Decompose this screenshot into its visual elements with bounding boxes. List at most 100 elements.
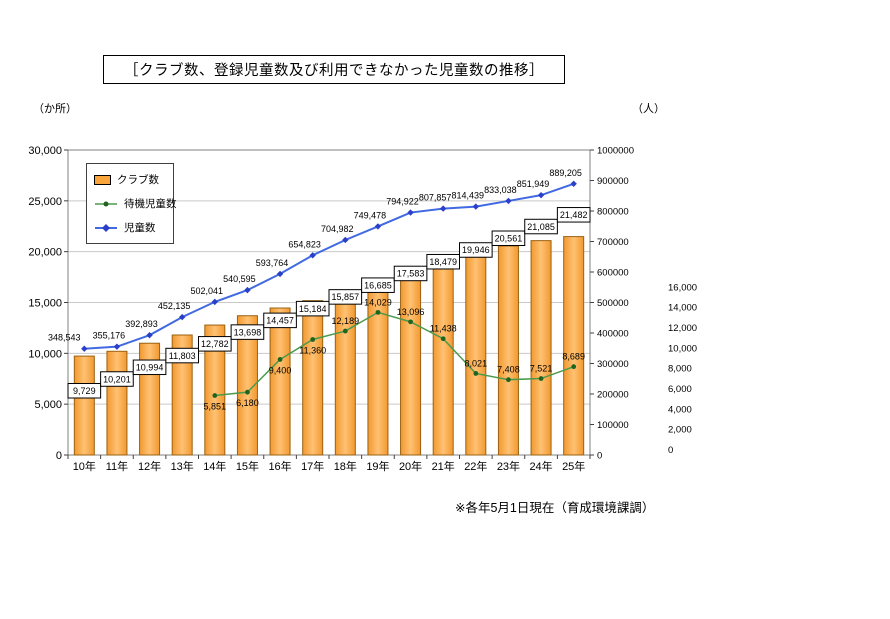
svg-text:14,029: 14,029 (364, 297, 392, 307)
svg-text:17年: 17年 (301, 459, 324, 473)
svg-text:25,000: 25,000 (28, 196, 62, 208)
legend-item-clubs: クラブ数 (94, 172, 166, 187)
svg-text:16,000: 16,000 (668, 282, 697, 293)
chart-title: ［クラブ数、登録児童数及び利用できなかった児童数の推移］ (103, 55, 565, 84)
svg-text:540,595: 540,595 (223, 274, 256, 284)
svg-text:22年: 22年 (464, 459, 487, 473)
svg-text:10年: 10年 (73, 459, 96, 473)
svg-text:16,685: 16,685 (364, 280, 392, 290)
svg-text:20,561: 20,561 (495, 234, 523, 244)
svg-text:18年: 18年 (334, 459, 357, 473)
svg-text:21,482: 21,482 (560, 210, 588, 220)
svg-text:700000: 700000 (597, 237, 629, 248)
svg-text:8,021: 8,021 (465, 358, 488, 368)
svg-text:14,457: 14,457 (266, 316, 294, 326)
svg-text:392,893: 392,893 (125, 319, 158, 329)
svg-text:13年: 13年 (171, 459, 194, 473)
svg-text:10,201: 10,201 (103, 374, 131, 384)
legend-label-children: 児童数 (124, 222, 156, 234)
svg-text:8,000: 8,000 (668, 364, 692, 375)
svg-text:10,000: 10,000 (668, 343, 697, 354)
svg-text:15,000: 15,000 (28, 298, 62, 310)
bar-swatch-icon (94, 174, 111, 185)
svg-text:833,038: 833,038 (484, 185, 517, 195)
svg-text:8,689: 8,689 (562, 352, 585, 362)
svg-text:15,184: 15,184 (299, 304, 327, 314)
svg-text:500000: 500000 (597, 298, 629, 309)
svg-text:11,803: 11,803 (169, 351, 196, 361)
svg-text:7,408: 7,408 (497, 365, 520, 375)
svg-text:17,583: 17,583 (397, 269, 425, 279)
svg-text:15,857: 15,857 (332, 292, 360, 302)
svg-text:0: 0 (56, 450, 62, 462)
svg-text:794,922: 794,922 (386, 197, 419, 207)
left-axis-unit-label: （か所） (33, 103, 77, 115)
svg-text:814,439: 814,439 (452, 191, 485, 201)
svg-text:654,823: 654,823 (288, 239, 321, 249)
footnote: ※各年5月1日現在（育成環境課調） (455, 501, 655, 515)
svg-text:12,782: 12,782 (201, 339, 229, 349)
svg-text:348,543: 348,543 (48, 333, 81, 343)
svg-text:16年: 16年 (268, 459, 291, 473)
svg-text:749,478: 749,478 (354, 210, 387, 220)
svg-text:4,000: 4,000 (668, 404, 692, 415)
svg-text:900000: 900000 (597, 176, 629, 187)
svg-text:2,000: 2,000 (668, 425, 692, 436)
svg-text:400000: 400000 (597, 329, 629, 340)
svg-text:13,698: 13,698 (234, 327, 262, 337)
legend-item-children: 児童数 (94, 220, 166, 235)
svg-text:7,521: 7,521 (530, 364, 553, 374)
legend-label-clubs: クラブ数 (117, 174, 159, 186)
legend-item-waiting-children: 待機児童数 (94, 196, 177, 211)
chart-legend: クラブ数 待機児童数 児童数 (86, 163, 177, 244)
svg-text:23年: 23年 (497, 459, 520, 473)
svg-text:593,764: 593,764 (256, 258, 289, 268)
svg-text:452,135: 452,135 (158, 301, 191, 311)
svg-text:6,000: 6,000 (668, 384, 692, 395)
svg-text:5,000: 5,000 (34, 399, 62, 411)
svg-text:12,000: 12,000 (668, 323, 697, 334)
svg-text:11,360: 11,360 (299, 346, 326, 356)
svg-text:20年: 20年 (399, 459, 422, 473)
svg-text:19年: 19年 (366, 459, 389, 473)
svg-text:0: 0 (597, 451, 602, 462)
svg-text:11,438: 11,438 (430, 324, 457, 334)
svg-text:12年: 12年 (138, 459, 161, 473)
svg-text:24年: 24年 (529, 459, 552, 473)
svg-text:5,851: 5,851 (204, 402, 227, 412)
svg-text:300000: 300000 (597, 359, 629, 370)
legend-label-waiting-children: 待機児童数 (124, 198, 177, 210)
right-axis-unit-label: （人） (632, 103, 665, 115)
svg-text:25年: 25年 (562, 459, 585, 473)
svg-text:704,982: 704,982 (321, 224, 354, 234)
svg-text:30,000: 30,000 (28, 145, 62, 157)
svg-text:889,205: 889,205 (549, 168, 582, 178)
blue-line-swatch-icon (95, 223, 117, 232)
svg-text:9,400: 9,400 (269, 365, 292, 375)
svg-text:800000: 800000 (597, 207, 629, 218)
svg-text:18,479: 18,479 (429, 257, 457, 267)
svg-text:21年: 21年 (432, 459, 455, 473)
svg-text:600000: 600000 (597, 268, 629, 279)
svg-text:200000: 200000 (597, 390, 629, 401)
svg-text:14,000: 14,000 (668, 303, 697, 314)
svg-text:502,041: 502,041 (191, 286, 224, 296)
svg-text:9,729: 9,729 (73, 386, 96, 396)
svg-text:19,946: 19,946 (462, 245, 490, 255)
svg-text:851,949: 851,949 (517, 179, 550, 189)
green-line-swatch-icon (95, 201, 117, 206)
svg-text:14年: 14年 (203, 459, 226, 473)
svg-text:13,096: 13,096 (397, 307, 425, 317)
svg-text:355,176: 355,176 (93, 331, 126, 341)
svg-text:807,857: 807,857 (419, 193, 452, 203)
svg-text:10,994: 10,994 (136, 363, 164, 373)
svg-text:12,189: 12,189 (332, 316, 360, 326)
svg-text:1000000: 1000000 (597, 146, 634, 157)
svg-text:21,085: 21,085 (527, 222, 555, 232)
svg-text:10,000: 10,000 (28, 348, 62, 360)
svg-text:0: 0 (668, 445, 673, 456)
svg-text:100000: 100000 (597, 420, 629, 431)
svg-text:11年: 11年 (106, 459, 128, 473)
